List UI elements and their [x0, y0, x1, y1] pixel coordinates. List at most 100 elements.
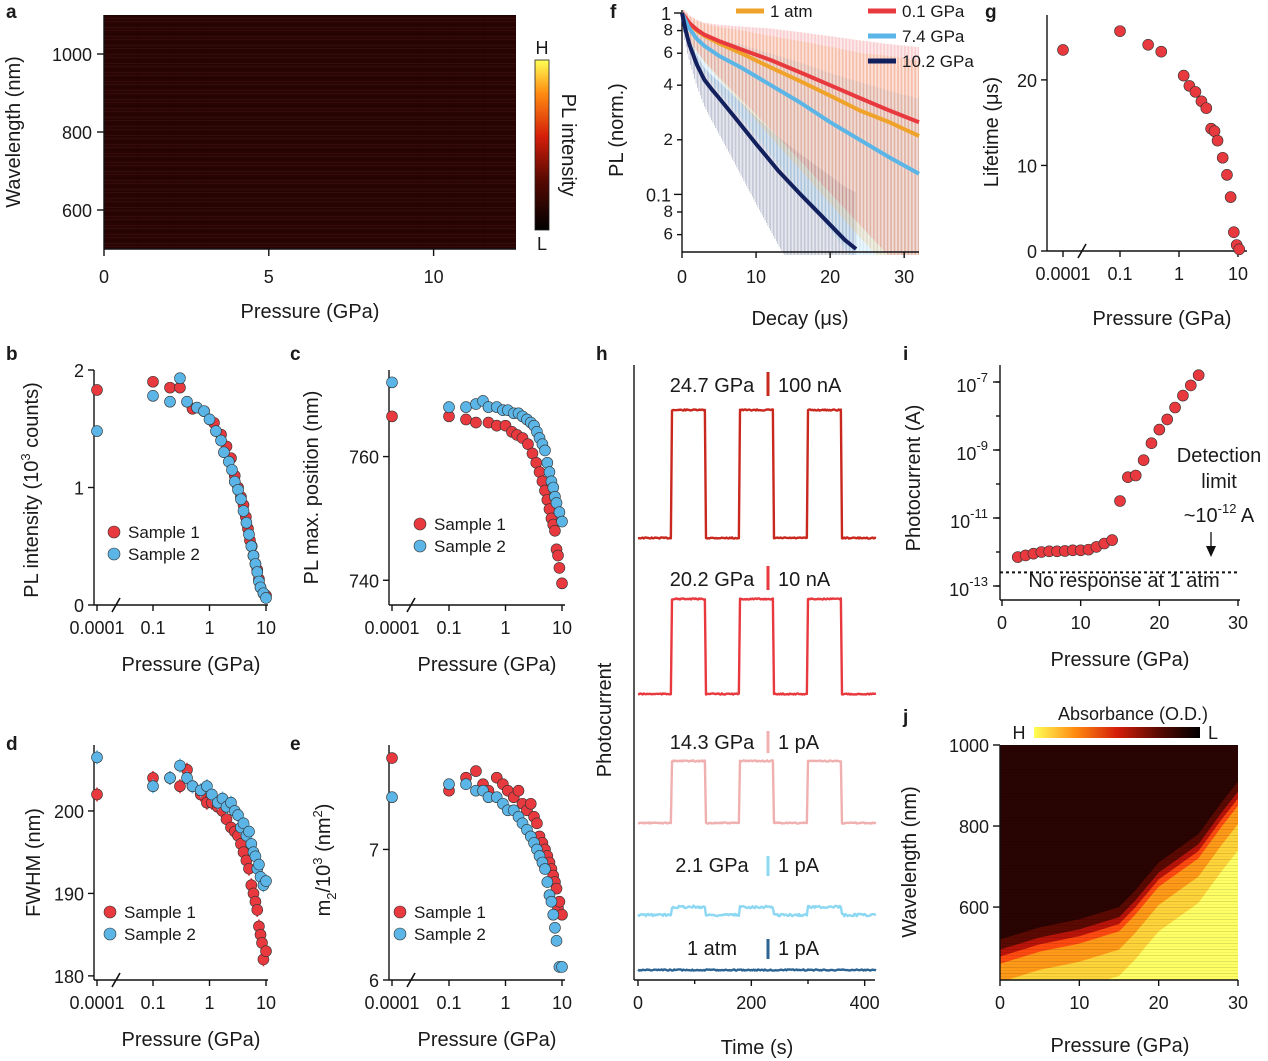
panel-e-ylabel: m2/103 (nm2) — [310, 804, 339, 917]
heatmap-stripe — [104, 57, 516, 58]
panel-b-ylabel: PL intensity (103 counts) — [18, 382, 43, 598]
y-tick-label: 1000 — [949, 736, 989, 756]
detection-limit-line3: ~10-12 A — [1184, 501, 1255, 527]
heatmap-stripe — [1000, 832, 1238, 833]
heatmap-stripe — [104, 144, 516, 145]
heatmap-column — [153, 15, 155, 249]
heatmap-stripe — [1000, 856, 1238, 857]
decay-curve — [680, 11, 920, 125]
panel-d-label: d — [6, 734, 18, 755]
y-tick-label: 740 — [349, 571, 379, 591]
data-point-sample-1 — [470, 765, 482, 777]
heatmap-stripe — [1000, 877, 1238, 878]
heatmap-stripe — [1000, 787, 1238, 788]
heatmap-stripe — [104, 210, 516, 211]
heatmap-stripe — [104, 114, 516, 115]
heatmap-stripe — [104, 240, 516, 241]
photocurrent-trace — [637, 597, 877, 696]
y-tick-label: 190 — [54, 884, 84, 904]
data-point — [1153, 423, 1166, 436]
heatmap-stripe — [1000, 778, 1238, 779]
x-tick-label: 1 — [204, 618, 214, 638]
y-minor-tick-label: 6 — [664, 225, 673, 244]
x-tick-label: 0.0001 — [69, 618, 124, 638]
colorbar-a-title: PL intensity — [557, 94, 579, 197]
heatmap-stripe — [104, 54, 516, 55]
heatmap-column — [318, 15, 320, 249]
x-tick-label: 5 — [264, 267, 274, 287]
heatmap-stripe — [104, 153, 516, 154]
data-point-sample-2 — [243, 825, 255, 838]
heatmap-stripe — [1000, 760, 1238, 761]
heatmap-stripe — [1000, 922, 1238, 923]
legend-marker — [103, 905, 117, 919]
heatmap-stripe — [1000, 880, 1238, 881]
heatmap-stripe — [104, 243, 516, 244]
heatmap-stripe — [104, 168, 516, 169]
legend-label: Sample 2 — [124, 925, 196, 944]
axis-break-mark — [111, 972, 121, 988]
decay-curve — [680, 12, 920, 176]
heatmap-column — [433, 15, 435, 249]
heatmap-stripe — [1000, 961, 1238, 962]
heatmap-stripe — [104, 174, 516, 175]
heatmap-stripe — [1000, 820, 1238, 821]
heatmap-stripe — [104, 51, 516, 52]
decay-curve — [680, 12, 858, 251]
y-tick-label: 800 — [959, 817, 989, 837]
x-tick-label: 1 — [1174, 264, 1184, 284]
heatmap-stripe — [1000, 928, 1238, 929]
y-tick-label: 1 — [74, 479, 84, 499]
data-point-sample-2 — [251, 566, 264, 578]
data-point-sample-1 — [524, 797, 537, 810]
heatmap-stripe — [104, 42, 516, 43]
panel-c-label: c — [290, 344, 301, 365]
panel-e-label: e — [290, 734, 301, 755]
y-tick-label: 10 — [1017, 156, 1037, 176]
heatmap-stripe — [1000, 775, 1238, 776]
data-point-sample-1 — [251, 904, 264, 916]
x-tick-label: 0 — [99, 267, 109, 287]
x-axis-label: Time (s) — [721, 1037, 794, 1059]
heatmap-stripe — [1000, 925, 1238, 926]
x-tick-label: 0 — [997, 613, 1007, 633]
data-point-sample-2 — [210, 425, 222, 437]
data-point-sample-2 — [174, 759, 186, 772]
heatmap-stripe — [104, 99, 516, 100]
x-tick-label: 0.1 — [436, 618, 461, 638]
heatmap-column — [186, 15, 188, 249]
heatmap-stripe — [1000, 970, 1238, 971]
data-point — [1106, 534, 1118, 546]
data-point — [1224, 191, 1237, 203]
heatmap-stripe — [1000, 847, 1238, 848]
heatmap-stripe — [104, 192, 516, 193]
tick-exponent: -7 — [976, 370, 988, 385]
heatmap-stripe — [1000, 940, 1238, 941]
absorption-band — [1000, 850, 1238, 980]
heatmap-stripe — [1000, 904, 1238, 905]
data-point — [1129, 469, 1142, 482]
heatmap-stripe — [1000, 907, 1238, 908]
y-tick-label: 200 — [54, 802, 84, 822]
heatmap-stripe — [1000, 889, 1238, 890]
data-point-sample-2 — [460, 401, 472, 413]
x-tick-label: 30 — [1228, 613, 1248, 633]
x-axis-label: Pressure (GPa) — [241, 301, 380, 323]
x-tick-label: 0.0001 — [364, 618, 419, 638]
y-tick-label: 760 — [349, 448, 379, 468]
y-tick-label: 180 — [54, 967, 84, 987]
detection-limit-line1: Detection — [1177, 445, 1262, 467]
data-point — [1200, 102, 1213, 114]
data-point-sample-2 — [164, 395, 176, 408]
x-tick-label: 20 — [820, 267, 840, 287]
heatmap-stripe — [104, 207, 516, 208]
x-tick-label: 0 — [633, 993, 643, 1013]
heatmap-stripe — [104, 189, 516, 190]
heatmap-stripe — [1000, 781, 1238, 782]
x-tick-label: 10 — [1069, 993, 1089, 1013]
heatmap-stripe — [1000, 937, 1238, 938]
colorbar-j — [1034, 727, 1200, 738]
data-point-sample-2 — [549, 921, 561, 934]
heatmap-column — [268, 15, 270, 249]
heatmap-stripe — [104, 219, 516, 220]
